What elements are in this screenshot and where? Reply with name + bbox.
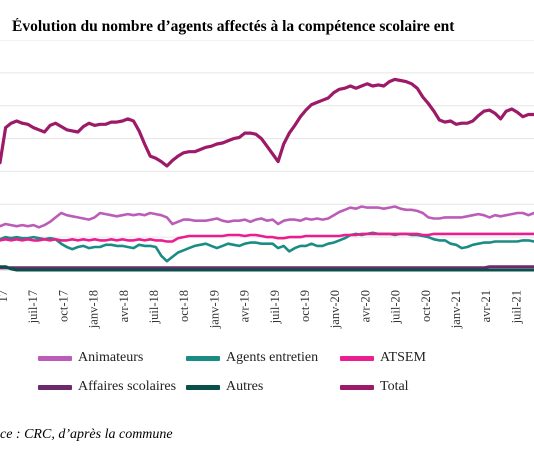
legend-swatch-total [340,384,374,390]
x-tick-label: oct-20 [419,290,433,322]
series-lines [0,77,534,272]
x-tick-label: avr-19 [238,290,252,322]
x-tick-label: oct-18 [177,290,191,322]
x-tick-label: janv-20 [328,290,342,329]
gridlines [0,40,534,271]
x-tick-label: avr-18 [117,290,131,322]
series-line-atsem [0,232,534,243]
source-note: ce : CRC, d’après la commune [0,427,173,442]
x-tick-label: janv-21 [449,290,463,329]
x-tick-label: janv-19 [207,290,221,329]
legend-swatch-agents-entretien [186,355,220,361]
series-line-total [0,77,534,168]
series-line-affaires-scolaires [0,265,534,270]
legend-swatch-autres [186,384,220,390]
legend: Animateurs Agents entretien ATSEM Affair… [0,340,534,410]
x-tick-label: juil-20 [389,290,403,324]
legend-swatch-affaires-scolaires [38,384,72,390]
legend-label-total: Total [380,379,409,394]
series-line-agents-entretien [0,231,534,263]
legend-label-animateurs: Animateurs [78,350,144,365]
legend-label-affaires-scolaires: Affaires scolaires [78,379,177,394]
chart-title: Évolution du nombre d’agents affectés à … [12,18,455,35]
legend-swatch-atsem [340,355,374,361]
series-line-animateurs [0,205,534,229]
series-line-autres [0,265,534,272]
x-tick-label: oct-19 [298,290,312,322]
x-tick-label: juil-21 [509,290,523,324]
legend-swatch-animateurs [38,355,72,361]
x-axis-ticks: 17 juil-17 oct-17 janv-18 avr-18 juil-18 oct-1… [0,290,523,329]
x-tick-label: juil-19 [268,290,282,324]
x-tick-label: avr-20 [358,290,372,322]
x-tick-label: janv-18 [87,290,101,329]
x-tick-label: avr-21 [479,290,493,322]
legend-item-autres: Autres [186,379,263,395]
legend-label-agents-entretien: Agents entretien [226,350,319,365]
legend-label-atsem: ATSEM [380,350,426,365]
legend-label-autres: Autres [226,379,264,394]
legend-item-atsem: ATSEM [340,350,426,366]
x-tick-label: 17 [0,290,10,303]
x-tick-label: oct-17 [56,290,70,322]
line-chart: 17 juil-17 oct-17 janv-18 avr-18 juil-18 oct-1… [0,40,534,329]
x-tick-label: juil-17 [26,290,40,324]
legend-item-total: Total [340,379,409,395]
x-tick-label: juil-18 [147,290,161,324]
legend-item-agents-entretien: Agents entretien [186,350,318,366]
legend-item-animateurs: Animateurs [38,350,143,366]
legend-item-affaires-scolaires: Affaires scolaires [38,379,176,395]
